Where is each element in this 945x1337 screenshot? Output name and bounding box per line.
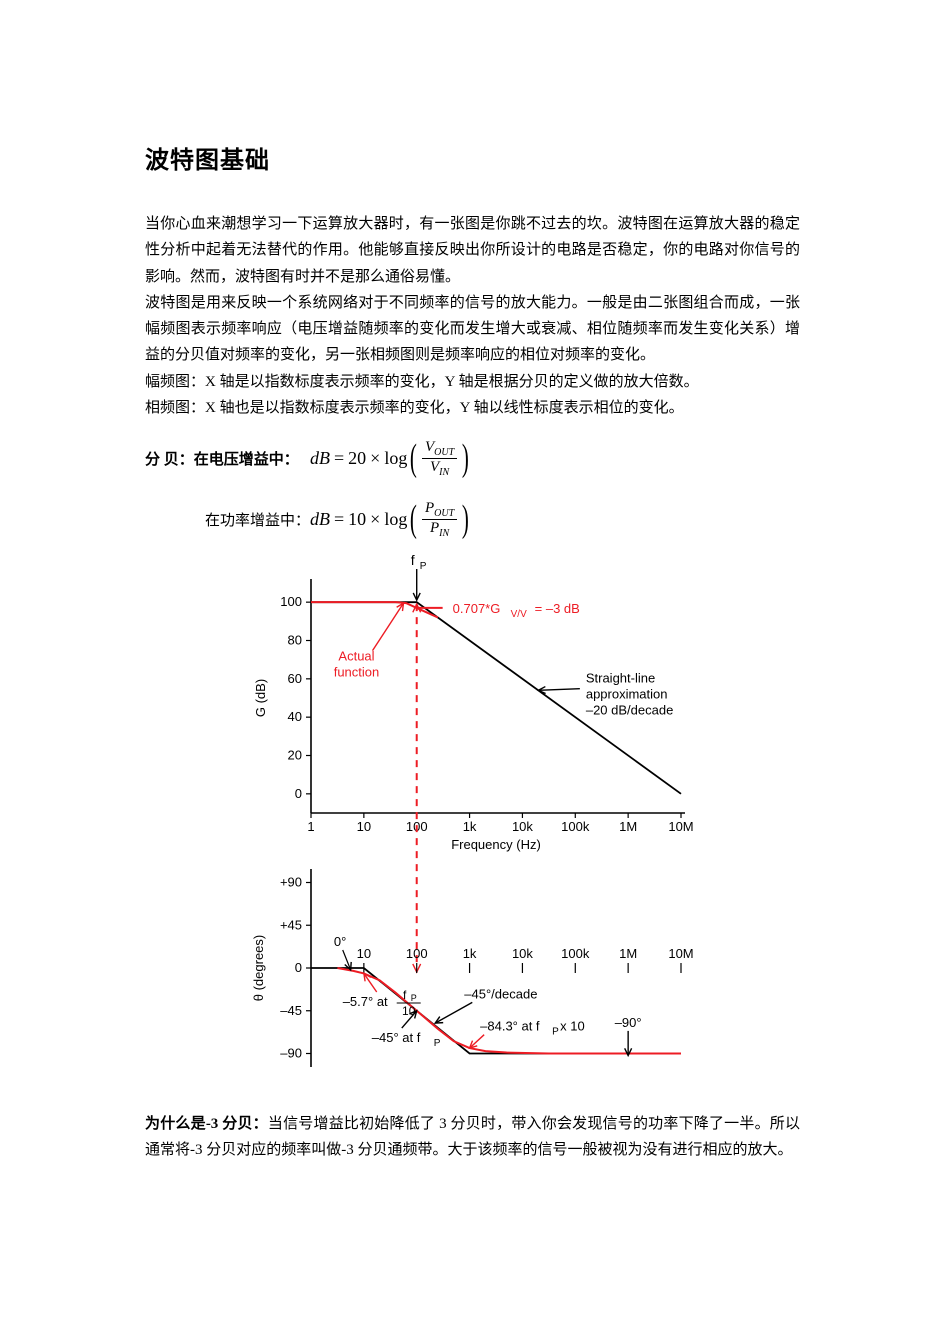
svg-text:P: P [552, 1027, 559, 1038]
page-title: 波特图基础 [145, 140, 800, 175]
svg-text:–5.7° at: –5.7° at [342, 994, 387, 1009]
svg-text:Actual: Actual [338, 649, 374, 664]
svg-text:= –3 dB: = –3 dB [534, 601, 579, 616]
svg-text:10M: 10M [668, 819, 693, 834]
svg-text:1k: 1k [462, 819, 476, 834]
svg-text:1M: 1M [619, 819, 637, 834]
intro-para-2: 波特图是用来反映一个系统网络对于不同频率的信号的放大能力。一般是由二张图组合而成… [145, 290, 800, 369]
svg-text:1M: 1M [619, 946, 637, 961]
svg-text:–20 dB/decade: –20 dB/decade [585, 703, 672, 718]
svg-text:P: P [410, 993, 416, 1003]
svg-text:+45: +45 [279, 917, 301, 932]
intro-para-1: 当你心血来潮想学习一下运算放大器时，有一张图是你跳不过去的坎。波特图在运算放大器… [145, 211, 800, 290]
svg-text:20: 20 [287, 748, 301, 763]
svg-text:60: 60 [287, 671, 301, 686]
svg-text:–90: –90 [280, 1046, 302, 1061]
svg-text:80: 80 [287, 633, 301, 648]
svg-text:f: f [403, 988, 407, 1002]
svg-text:–84.3° at f: –84.3° at f [480, 1019, 540, 1034]
svg-text:100: 100 [280, 594, 302, 609]
formula-voltage-gain: dB = 20 × log ( VOUT VIN ) [310, 439, 472, 478]
svg-text:P: P [419, 561, 426, 572]
svg-text:40: 40 [287, 709, 301, 724]
svg-text:x 10: x 10 [560, 1019, 585, 1034]
svg-text:f: f [410, 552, 414, 568]
svg-text:0: 0 [294, 786, 301, 801]
svg-text:10k: 10k [511, 946, 532, 961]
svg-text:–45: –45 [280, 1003, 302, 1018]
eq2-label: 在功率增益中： [145, 509, 310, 530]
svg-text:–45° at f: –45° at f [371, 1030, 420, 1045]
eq1-label: 分 贝：在电压增益中： [145, 448, 310, 469]
svg-text:+90: +90 [279, 875, 301, 890]
svg-text:100k: 100k [561, 819, 590, 834]
svg-text:0.707*G: 0.707*G [452, 601, 500, 616]
svg-text:Straight-line: Straight-line [585, 671, 654, 686]
svg-text:θ (degrees): θ (degrees) [251, 935, 266, 1001]
svg-text:1k: 1k [462, 946, 476, 961]
svg-text:P: P [433, 1038, 440, 1049]
svg-text:–90°: –90° [614, 1015, 641, 1030]
svg-text:0: 0 [294, 960, 301, 975]
svg-text:function: function [333, 665, 379, 680]
svg-text:100k: 100k [561, 946, 590, 961]
intro-para-3: 幅频图：X 轴是以指数标度表示频率的变化，Y 轴是根据分贝的定义做的放大倍数。 [145, 369, 800, 395]
svg-text:G (dB): G (dB) [253, 679, 268, 717]
svg-text:10: 10 [356, 819, 370, 834]
why-minus-3db: 为什么是-3 分贝：当信号增益比初始降低了 3 分贝时，带入你会发现信号的功率下… [145, 1111, 800, 1164]
svg-text:Frequency (Hz): Frequency (Hz) [451, 837, 541, 852]
bode-plot: 0204060801001101001k10k100k1M10MFrequenc… [233, 543, 713, 1103]
svg-text:V/V: V/V [510, 609, 526, 620]
svg-text:10: 10 [402, 1004, 416, 1018]
svg-text:10k: 10k [511, 819, 532, 834]
svg-text:0°: 0° [333, 934, 345, 949]
svg-text:approximation: approximation [585, 687, 667, 702]
svg-text:–45°/decade: –45°/decade [464, 986, 537, 1001]
intro-para-4: 相频图：X 轴也是以指数标度表示频率的变化，Y 轴以线性标度表示相位的变化。 [145, 395, 800, 421]
formula-power-gain: dB = 10 × log ( POUT PIN ) [310, 500, 472, 539]
svg-text:1: 1 [307, 819, 314, 834]
why-minus-3db-lead: 为什么是-3 分贝： [145, 1116, 268, 1132]
svg-text:10: 10 [356, 946, 370, 961]
svg-text:10M: 10M [668, 946, 693, 961]
svg-text:100: 100 [405, 946, 427, 961]
